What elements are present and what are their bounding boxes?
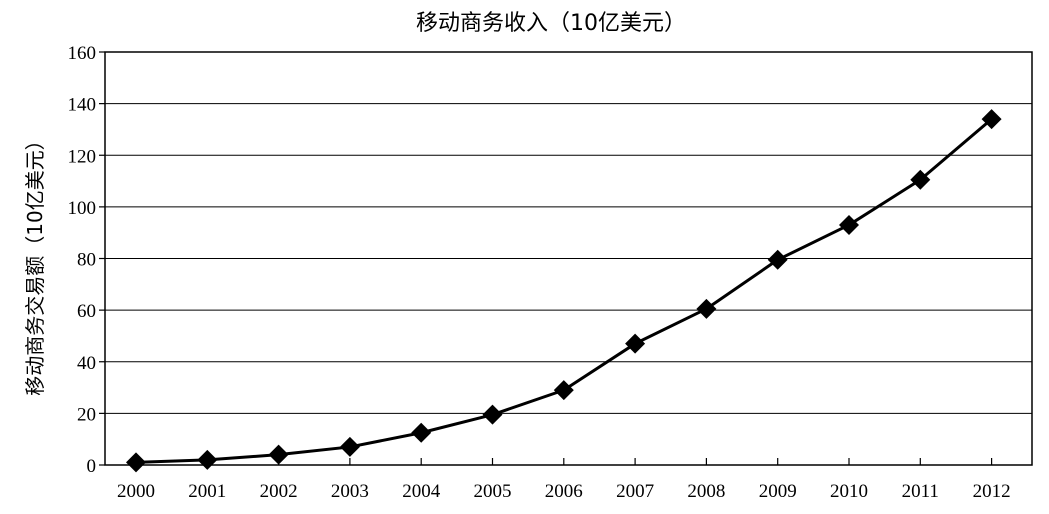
x-tick-label: 2009 <box>759 481 797 502</box>
y-tick-label: 160 <box>68 43 97 64</box>
x-tick-label: 2003 <box>331 481 369 502</box>
chart-title: 移动商务收入（10亿美元） <box>416 11 686 36</box>
data-point-2003 <box>339 436 360 457</box>
axis-ticks: 0 20 40 60 80 100 120 140 160 2000 2001 2002 2003 200… <box>68 43 1011 502</box>
y-tick-label: 20 <box>77 404 96 425</box>
y-tick-label: 80 <box>77 250 96 271</box>
data-point-2011 <box>910 169 931 190</box>
x-tick-label: 2006 <box>545 481 583 502</box>
data-point-2002 <box>268 444 289 465</box>
data-point-2000 <box>126 452 146 473</box>
data-point-2001 <box>197 449 218 470</box>
data-point-2009 <box>767 249 788 270</box>
y-tick-label: 60 <box>77 301 96 322</box>
x-tick-label: 2001 <box>188 481 226 502</box>
series-line <box>135 117 993 464</box>
data-series <box>126 109 1002 473</box>
data-point-2008 <box>696 298 717 319</box>
y-tick-label: 140 <box>68 95 97 116</box>
gridlines <box>105 103 1032 414</box>
data-point-2007 <box>625 333 646 354</box>
x-tick-label: 2007 <box>616 481 654 502</box>
data-point-2010 <box>839 214 859 235</box>
y-tick-label: 0 <box>87 456 97 477</box>
y-tick-label: 120 <box>68 146 97 167</box>
x-tick-label: 2002 <box>260 481 298 502</box>
x-tick-label: 2012 <box>973 481 1011 502</box>
data-point-2006 <box>553 380 574 401</box>
y-axis-label: 移动商务交易额（10亿美元） <box>23 130 47 395</box>
x-tick-label: 2010 <box>830 481 868 502</box>
x-tick-label: 2008 <box>687 481 725 502</box>
plot-frame <box>104 51 1033 466</box>
data-point-2005 <box>482 404 503 425</box>
x-tick-label: 2004 <box>402 481 441 502</box>
data-point-2004 <box>411 422 432 443</box>
x-tick-label: 2000 <box>117 481 155 502</box>
data-point-2012 <box>981 109 1002 130</box>
x-tick-label: 2005 <box>474 481 512 502</box>
y-tick-label: 100 <box>68 198 97 219</box>
y-tick-label: 40 <box>77 353 96 374</box>
x-tick-label: 2011 <box>902 481 939 502</box>
